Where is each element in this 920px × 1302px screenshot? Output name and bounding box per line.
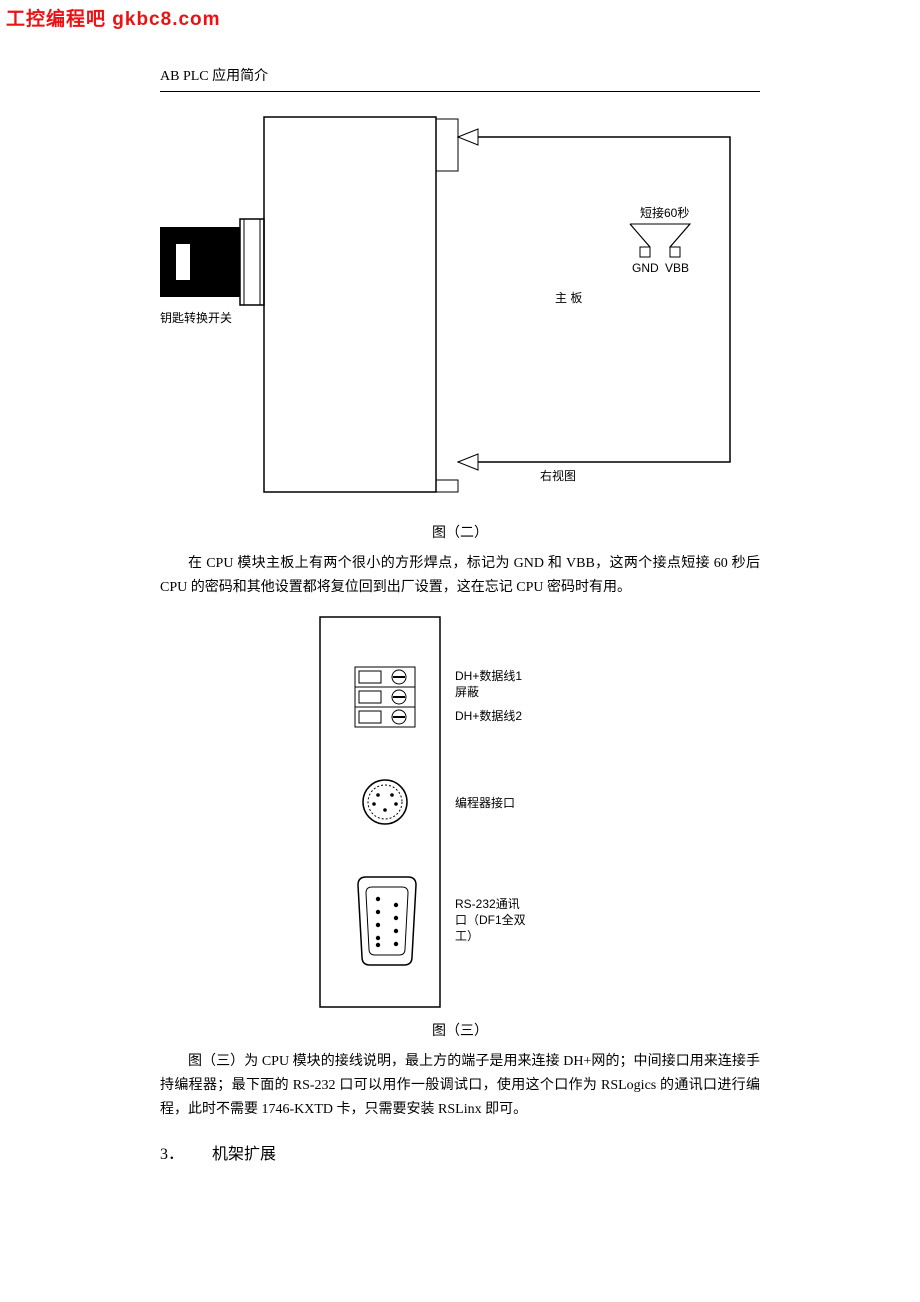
section-title: 机架扩展 <box>212 1146 276 1163</box>
figure-1-diagram: 短接60秒 GND VBB 主 板 右视图 钥匙转换开关 <box>160 112 760 512</box>
label-dh-line1: DH+数据线1 <box>455 668 522 683</box>
watermark-text: 工控编程吧 gkbc8.com <box>6 4 221 31</box>
header-rule <box>160 91 760 92</box>
label-rs232-l3: 工） <box>455 929 479 943</box>
section-heading: 3． 机架扩展 <box>160 1140 760 1164</box>
label-main-board: 主 板 <box>555 291 582 305</box>
figure-2-diagram: DH+数据线1 屏蔽 DH+数据线2 编程器接口 <box>290 612 630 1012</box>
page-content: AB PLC 应用简介 短接60秒 <box>0 0 920 1164</box>
figure-2-caption: 图（三） <box>160 1020 760 1040</box>
label-right-view: 右视图 <box>540 468 576 483</box>
label-rs232-l1: RS-232通讯 <box>455 897 520 911</box>
label-vbb: VBB <box>665 261 689 275</box>
label-programmer: 编程器接口 <box>455 795 515 810</box>
page-header: AB PLC 应用简介 <box>160 65 760 85</box>
label-dh-line2: DH+数据线2 <box>455 708 522 723</box>
label-gnd: GND <box>632 261 659 275</box>
label-short-60s: 短接60秒 <box>640 205 689 220</box>
section-number: 3． <box>160 1146 184 1163</box>
figure-1-caption: 图（二） <box>160 522 760 542</box>
label-shield: 屏蔽 <box>455 685 479 699</box>
label-rs232-l2: 口（DF1全双 <box>455 912 526 927</box>
paragraph-1: 在 CPU 模块主板上有两个很小的方形焊点，标记为 GND 和 VBB，这两个接… <box>160 552 760 600</box>
paragraph-2: 图（三）为 CPU 模块的接线说明，最上方的端子是用来连接 DH+网的；中间接口… <box>160 1050 760 1122</box>
label-key-switch: 钥匙转换开关 <box>160 310 232 325</box>
